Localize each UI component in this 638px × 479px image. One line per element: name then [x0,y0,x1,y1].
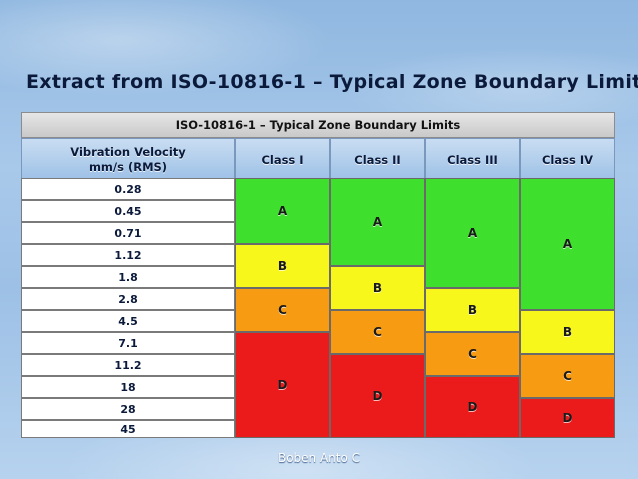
class-2-header: Class II [330,138,425,182]
class-3-zone-d: D [425,376,520,438]
class-3-header: Class III [425,138,520,182]
table-header: ISO-10816-1 – Typical Zone Boundary Limi… [21,112,615,138]
class-1-zone-c: C [235,288,330,332]
class-4-header: Class IV [520,138,615,182]
velocity-row-10: 28 [21,398,235,420]
velocity-row-6: 4.5 [21,310,235,332]
velocity-row-3: 1.12 [21,244,235,266]
class-1-zone-a: A [235,178,330,244]
class-1-zone-b: B [235,244,330,288]
class-3-zone-b: B [425,288,520,332]
zone-boundary-table: ISO-10816-1 – Typical Zone Boundary Limi… [21,112,615,438]
class-4-zone-a: A [520,178,615,310]
velocity-row-9: 18 [21,376,235,398]
class-4-zone-d: D [520,398,615,438]
author-footer: Boben Anto C [277,451,361,465]
class-1-header: Class I [235,138,330,182]
velocity-row-5: 2.8 [21,288,235,310]
velocity-row-0: 0.28 [21,178,235,200]
class-2-zone-d: D [330,354,425,438]
velocity-column-header: Vibration Velocity mm/s (RMS) [21,138,235,182]
velocity-row-7: 7.1 [21,332,235,354]
slide-title: Extract from ISO-10816-1 – Typical Zone … [26,71,638,93]
class-3-zone-c: C [425,332,520,376]
class-2-zone-a: A [330,178,425,266]
velocity-row-1: 0.45 [21,200,235,222]
class-1-zone-d: D [235,332,330,438]
velocity-row-11: 45 [21,420,235,438]
class-4-zone-c: C [520,354,615,398]
velocity-row-2: 0.71 [21,222,235,244]
class-2-zone-c: C [330,310,425,354]
velocity-row-8: 11.2 [21,354,235,376]
velocity-row-4: 1.8 [21,266,235,288]
class-2-zone-b: B [330,266,425,310]
velocity-header-line1: Vibration Velocity [70,145,186,159]
class-3-zone-a: A [425,178,520,288]
velocity-header-line2: mm/s (RMS) [88,160,168,174]
class-4-zone-b: B [520,310,615,354]
